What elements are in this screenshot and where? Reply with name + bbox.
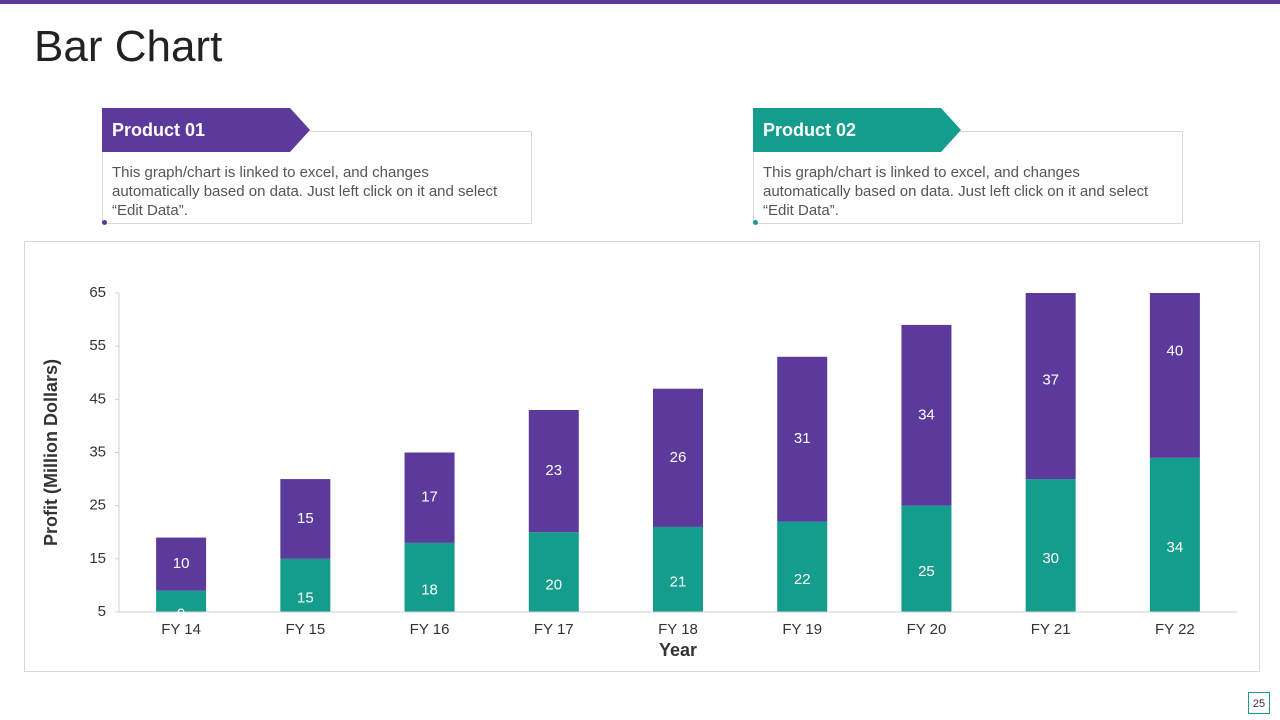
bar	[528, 532, 579, 612]
card-box	[102, 131, 532, 224]
card-text: This graph/chart is linked to excel, and…	[763, 164, 1149, 219]
x-tick-label: FY 15	[285, 621, 325, 638]
value-label: 40	[1167, 342, 1184, 359]
x-tick-label: FY 22	[1155, 621, 1195, 638]
value-label: 9	[177, 606, 185, 623]
value-label: 31	[794, 430, 811, 447]
bar	[404, 452, 455, 543]
x-tick-label: FY 14	[161, 621, 201, 638]
bar	[777, 356, 828, 522]
x-tick-label: FY 19	[782, 621, 822, 638]
bar	[156, 590, 207, 612]
page-number: 25	[1248, 692, 1270, 714]
card: Product 01 This graph/chart is linked to…	[102, 108, 532, 225]
value-label: 34	[918, 406, 935, 423]
y-tick-label: 5	[98, 603, 106, 620]
bar	[280, 558, 331, 612]
card-header: Product 02	[753, 108, 961, 152]
value-label: 23	[545, 462, 562, 479]
value-label: 22	[794, 571, 811, 588]
bar	[653, 526, 703, 612]
x-axis-label: Year	[659, 640, 697, 660]
chart-frame	[24, 241, 1260, 672]
slide-title: Bar Chart	[34, 22, 223, 71]
bar	[280, 479, 331, 559]
x-tick-label: FY 17	[534, 621, 574, 638]
value-label: 25	[918, 563, 935, 580]
value-label: 15	[297, 510, 314, 527]
y-tick-label: 65	[89, 284, 106, 301]
bar	[901, 324, 952, 506]
y-tick-label: 45	[89, 390, 106, 407]
value-label: 26	[670, 449, 687, 466]
dot	[753, 220, 758, 225]
bar	[1149, 293, 1200, 458]
card-header: Product 01	[102, 108, 310, 152]
value-label: 30	[1042, 550, 1059, 567]
y-tick-label: 35	[89, 443, 106, 460]
value-label: 18	[421, 582, 438, 599]
x-tick-label: FY 21	[1031, 621, 1071, 638]
bar	[156, 537, 207, 591]
bar	[653, 388, 703, 527]
x-tick-label: FY 18	[658, 621, 698, 638]
top-bar	[0, 0, 1280, 4]
value-label: 20	[545, 576, 562, 593]
bar	[777, 521, 828, 612]
bar	[528, 409, 579, 533]
value-label: 21	[670, 574, 687, 591]
value-label: 17	[421, 489, 438, 506]
value-label: 37	[1042, 372, 1059, 389]
dot	[102, 220, 107, 225]
bar	[404, 542, 455, 612]
value-label: 15	[297, 590, 314, 607]
y-tick-label: 25	[89, 497, 106, 514]
x-tick-label: FY 20	[907, 621, 947, 638]
value-label: 34	[1167, 539, 1184, 556]
x-tick-label: FY 16	[410, 621, 450, 638]
y-tick-label: 15	[89, 550, 106, 567]
bar	[1149, 457, 1200, 612]
bar	[1025, 293, 1076, 480]
bar	[1025, 479, 1076, 612]
y-tick-label: 55	[89, 337, 106, 354]
y-axis-label: Profit (Million Dollars)	[41, 359, 61, 546]
card-text: This graph/chart is linked to excel, and…	[112, 164, 498, 219]
card-box	[753, 131, 1183, 224]
value-label: 10	[173, 555, 190, 572]
bar	[901, 505, 952, 612]
card: Product 02 This graph/chart is linked to…	[753, 108, 1183, 225]
